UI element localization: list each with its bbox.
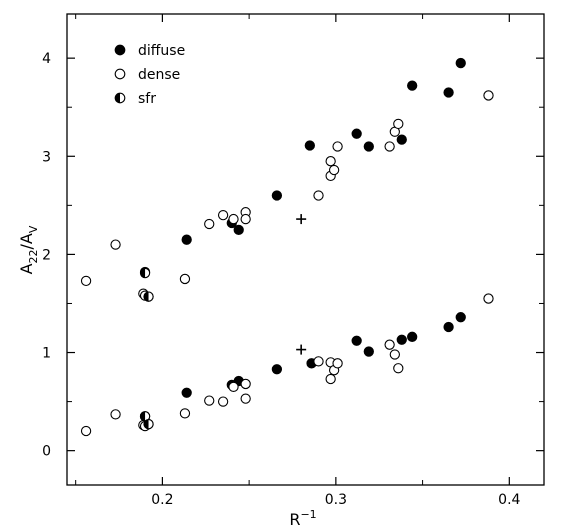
y-tick-label: 4 <box>42 51 51 67</box>
diffuse-point <box>407 331 418 342</box>
legend-label-sfr: sfr <box>138 91 156 107</box>
dense-point <box>80 425 92 437</box>
dense-point <box>240 378 251 390</box>
diffuse-point <box>455 312 466 323</box>
dense-point <box>179 408 191 419</box>
diffuse-point <box>363 141 374 152</box>
dense-point <box>228 381 239 393</box>
diffuse-point <box>304 140 315 151</box>
sfr-point <box>143 419 154 430</box>
diffuse-point <box>443 87 454 98</box>
dense-point <box>228 213 239 225</box>
dense-point <box>483 293 494 304</box>
diffuse-point <box>396 334 407 345</box>
legend: diffuse dense sfr <box>114 43 185 107</box>
dense-point <box>393 363 404 374</box>
dense-point <box>393 118 404 130</box>
diffuse-point <box>407 80 418 91</box>
dense-point <box>110 409 121 420</box>
diffuse-point <box>443 321 454 333</box>
legend-label-dense: dense <box>138 67 180 83</box>
dense-point <box>217 396 229 407</box>
dense-point <box>332 141 343 152</box>
dense-point <box>384 339 395 350</box>
dense-point <box>110 239 121 250</box>
x-tick-label: 0.2 <box>151 492 173 508</box>
diffuse-point <box>363 346 374 357</box>
y-axis-label: A22/AV <box>17 225 40 274</box>
dense-point <box>313 356 324 367</box>
diffuse-point <box>181 387 192 398</box>
x-tick-label: 0.3 <box>325 492 347 508</box>
y-tick-label: 0 <box>42 444 51 460</box>
diffuse-point <box>233 224 244 236</box>
x-tick-label: 0.4 <box>498 492 520 508</box>
sfr-point <box>139 267 151 279</box>
diffuse-point <box>351 128 362 139</box>
dense-point <box>204 395 215 406</box>
dense-point <box>389 349 400 360</box>
dense-point <box>80 275 92 287</box>
sfr-point <box>143 291 154 302</box>
dense-point <box>240 213 251 225</box>
axis-tick-labels: 0.2 0.3 0.4 0 1 2 3 4 <box>42 51 520 508</box>
dense-point <box>332 358 343 369</box>
diffuse-point <box>396 134 407 145</box>
diffuse-point <box>455 57 466 69</box>
legend-label-diffuse: diffuse <box>138 43 185 59</box>
dense-point <box>483 90 494 101</box>
plot-frame <box>66 13 545 486</box>
dense-point <box>325 156 336 167</box>
legend-marker-diffuse <box>114 44 126 56</box>
diffuse-point <box>351 335 362 346</box>
diffuse-point <box>181 234 192 245</box>
diffuse-point <box>271 190 283 201</box>
data-points <box>80 57 494 437</box>
y-tick-label: 1 <box>42 346 51 362</box>
cross-point <box>296 214 307 225</box>
dense-point <box>240 393 251 404</box>
legend-marker-sfr <box>114 92 126 104</box>
dense-point <box>204 218 215 230</box>
dense-point <box>313 190 324 201</box>
y-tick-label: 3 <box>42 149 51 165</box>
y-tick-label: 2 <box>42 247 51 263</box>
dense-point <box>328 164 340 176</box>
dense-point <box>217 210 229 221</box>
diffuse-point <box>271 364 283 375</box>
dense-point <box>325 373 336 385</box>
legend-marker-dense <box>114 68 126 80</box>
axis-ticks <box>67 14 544 485</box>
dense-point <box>384 141 395 152</box>
x-axis-label: R−1 <box>289 508 316 529</box>
cross-point <box>296 344 307 355</box>
dense-point <box>179 273 191 285</box>
